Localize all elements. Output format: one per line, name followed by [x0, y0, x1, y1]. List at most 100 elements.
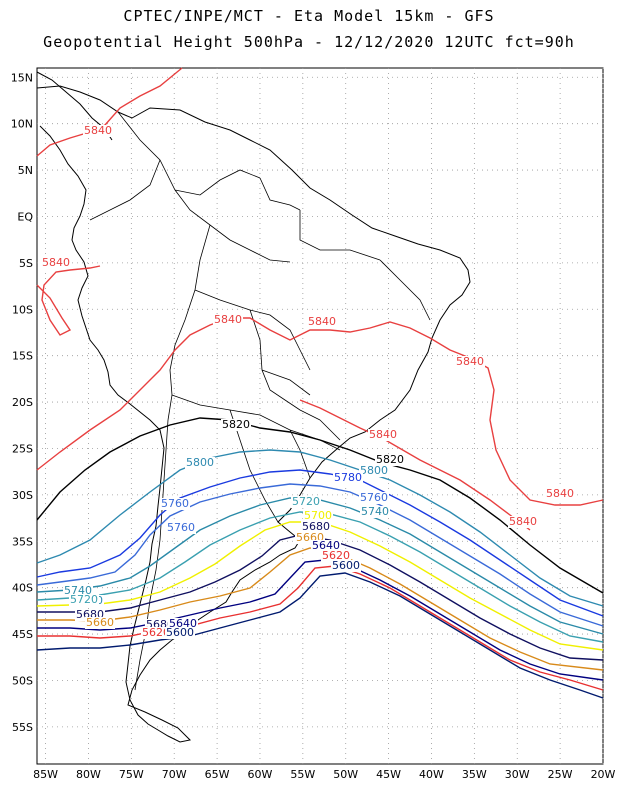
lon-tick-label: 35W: [462, 768, 487, 781]
contour-labels: 5840 5840 5840 5840 5840 5840 5840 5840 5820 5820…: [41, 124, 575, 639]
contour-label-bg: [321, 550, 351, 562]
contour-5840-south-east: [299, 399, 531, 531]
contour-label-bg: [83, 125, 113, 137]
contour-label-bg: [141, 627, 171, 639]
contour-label-bg: [375, 454, 405, 466]
contour-label-5600: 5600: [332, 559, 360, 572]
contour-label-bg: [291, 496, 321, 508]
contour-label-5840: 5840: [42, 256, 70, 269]
lat-tick-label: 55S: [12, 721, 33, 734]
contour-5820: [36, 417, 604, 594]
contour-5800: [36, 449, 604, 607]
contour-label-5640: 5640: [169, 617, 197, 630]
lat-tick-label: 35S: [12, 535, 33, 548]
contour-label-5760: 5760: [360, 491, 388, 504]
contour-label-5660: 5660: [86, 616, 114, 629]
lat-tick-label: 20S: [12, 396, 33, 409]
lat-tick-label: 40S: [12, 582, 33, 595]
lat-tick-label: 10S: [12, 303, 33, 316]
lat-tick-label: 50S: [12, 674, 33, 687]
contour-label-bg: [307, 316, 337, 328]
lat-tick-label: 5N: [18, 164, 33, 177]
contour-5840-main: [36, 317, 604, 506]
lon-tick-label: 50W: [333, 768, 358, 781]
lat-tick-label: 10N: [11, 118, 33, 131]
lon-tick-label: 65W: [205, 768, 230, 781]
contour-label-5820: 5820: [222, 418, 250, 431]
lat-tick-label: 30S: [12, 489, 33, 502]
axis-labels: 15N 10N 5N EQ 5S 10S 15S 20S 25S 30S 35S 40S 45S 50S 5…: [11, 71, 616, 781]
contour-5780: [36, 469, 604, 617]
contour-label-5640: 5640: [312, 539, 340, 552]
contour-label-5720: 5720: [70, 593, 98, 606]
contour-label-5840: 5840: [509, 515, 537, 528]
contour-label-bg: [331, 560, 361, 572]
lon-tick-label: 45W: [376, 768, 401, 781]
contour-label-5740: 5740: [361, 505, 389, 518]
contour-label-bg: [221, 419, 251, 431]
contour-label-bg: [41, 257, 71, 269]
contour-label-5620: 5620: [142, 626, 170, 639]
lat-tick-label: 25S: [12, 442, 33, 455]
contour-label-5840: 5840: [369, 428, 397, 441]
lat-tick-label: 15S: [12, 350, 33, 363]
contour-label-5800: 5800: [186, 456, 214, 469]
contour-5600: [36, 572, 604, 699]
contour-label-5820: 5820: [376, 453, 404, 466]
contour-5840-west: [36, 265, 101, 336]
lon-tick-label: 30W: [505, 768, 530, 781]
contour-label-bg: [185, 457, 215, 469]
contour-5760: [36, 483, 604, 627]
map-title-line2: Geopotential Height 500hPa - 12/12/2020 …: [43, 33, 575, 51]
contour-label-bg: [85, 617, 115, 629]
contour-label-5840: 5840: [308, 315, 336, 328]
contour-label-bg: [455, 356, 485, 368]
contour-label-5600: 5600: [166, 626, 194, 639]
lon-tick-label: 75W: [119, 768, 144, 781]
contour-label-bg: [311, 540, 341, 552]
contour-label-5700: 5700: [304, 509, 332, 522]
contour-label-5740: 5740: [64, 584, 92, 597]
contour-label-bg: [359, 465, 389, 477]
lon-tick-label: 85W: [33, 768, 58, 781]
lon-tick-label: 80W: [76, 768, 101, 781]
contour-label-bg: [368, 429, 398, 441]
contour-label-5620: 5620: [322, 549, 350, 562]
map-frame: [36, 67, 604, 765]
lon-tick-label: 60W: [248, 768, 273, 781]
lat-tick-label: 45S: [12, 628, 33, 641]
contour-label-bg: [359, 492, 389, 504]
contour-label-5840: 5840: [546, 487, 574, 500]
contour-label-bg: [213, 314, 243, 326]
contour-label-5840: 5840: [84, 124, 112, 137]
lat-tick-label: 15N: [11, 71, 33, 84]
contour-label-bg: [545, 488, 575, 500]
contour-label-bg: [69, 594, 99, 606]
lon-tick-label: 55W: [290, 768, 315, 781]
contour-label-5840: 5840: [456, 355, 484, 368]
contour-label-5800: 5800: [360, 464, 388, 477]
lon-tick-label: 40W: [419, 768, 444, 781]
lat-tick-label: 5S: [19, 257, 33, 270]
lon-tick-label: 70W: [162, 768, 187, 781]
contour-label-5760: 5760: [167, 521, 195, 534]
contour-label-bg: [303, 510, 333, 522]
lon-tick-label: 25W: [548, 768, 573, 781]
lat-tick-label: EQ: [17, 210, 33, 223]
contour-label-5780: 5780: [334, 471, 362, 484]
contour-label-bg: [165, 627, 195, 639]
contour-label-5680: 5680: [302, 520, 330, 533]
contour-label-5720: 5720: [292, 495, 320, 508]
contour-5640: [37, 559, 604, 681]
contour-label-5840: 5840: [214, 313, 242, 326]
south-america-coast: [36, 85, 471, 743]
contour-label-bg: [160, 498, 190, 510]
contour-label-bg: [166, 522, 196, 534]
contour-label-bg: [333, 472, 363, 484]
coastline: [36, 71, 471, 743]
contour-label-bg: [508, 516, 538, 528]
lon-tick-label: 20W: [591, 768, 616, 781]
contour-5620: [37, 565, 604, 691]
contour-5660: [37, 547, 604, 671]
contour-label-bg: [360, 506, 390, 518]
